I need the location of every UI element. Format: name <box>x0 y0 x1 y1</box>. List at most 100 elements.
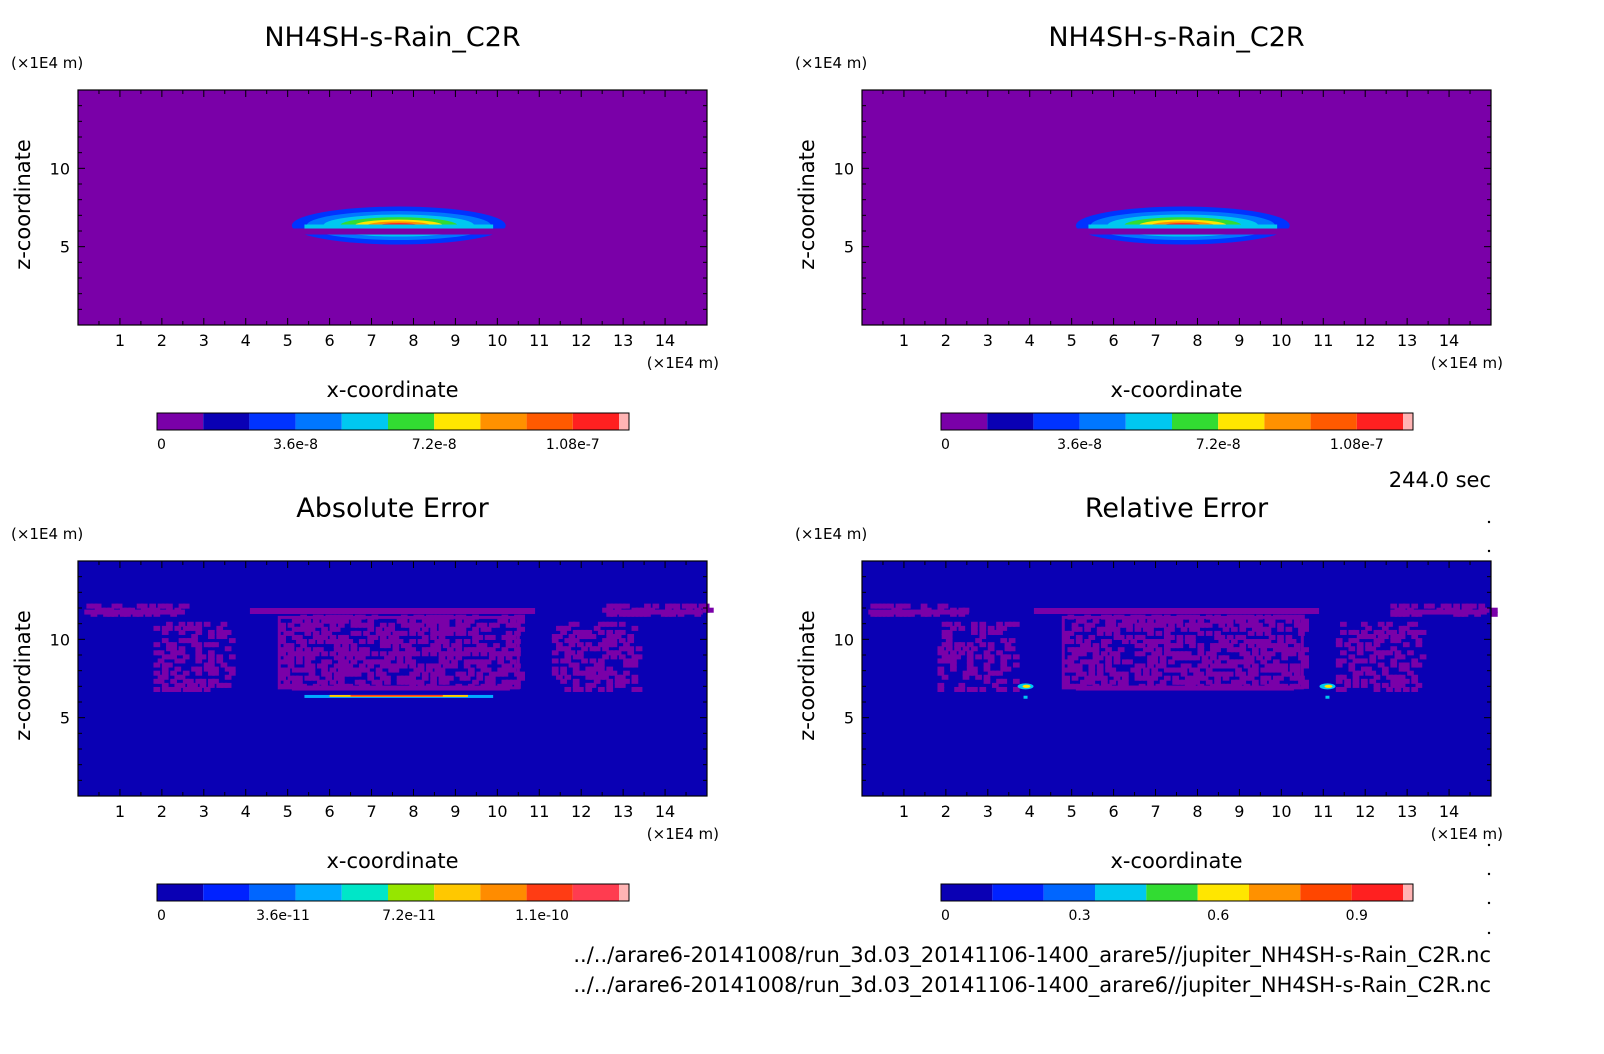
error-speckle <box>337 622 345 628</box>
error-speckle <box>1226 614 1234 620</box>
error-speckle <box>593 662 601 668</box>
error-speckle <box>1184 663 1192 669</box>
rain-base-mask <box>287 228 515 235</box>
error-speckle <box>417 614 425 620</box>
error-speckle <box>1390 662 1398 668</box>
error-speckle <box>610 638 618 644</box>
error-speckle <box>1071 647 1079 653</box>
error-speckle <box>350 618 358 624</box>
error-speckle <box>1218 671 1226 677</box>
error-speckle <box>991 629 999 635</box>
error-speckle <box>1470 603 1477 609</box>
error-speckle <box>1105 655 1112 661</box>
error-speckle <box>405 675 412 681</box>
error-speckle <box>1159 679 1167 685</box>
error-speckle <box>1381 666 1389 672</box>
error-speckle <box>966 666 974 672</box>
error-speckle <box>396 655 404 661</box>
error-speckle <box>367 639 375 645</box>
error-speckle <box>312 675 320 681</box>
error-speckle <box>329 639 337 645</box>
error-speckle <box>216 658 224 664</box>
error-speckle <box>954 621 961 627</box>
error-speckle <box>1096 626 1104 632</box>
error-speckle <box>1356 646 1364 652</box>
error-speckle <box>593 666 601 672</box>
file-path: ../../arare6-20141008/run_3d.03_20141106… <box>573 943 1491 968</box>
error-speckle <box>421 675 429 681</box>
error-speckle <box>1180 626 1188 632</box>
error-speckle <box>1067 647 1075 653</box>
error-speckle <box>417 622 425 628</box>
error-speckle <box>472 679 479 685</box>
error-speckle <box>1402 686 1410 692</box>
x-tick-label: 12 <box>1355 331 1375 350</box>
error-speckle <box>182 625 190 631</box>
error-speckle <box>182 670 190 676</box>
error-speckle <box>1478 603 1486 609</box>
error-speckle <box>442 663 450 669</box>
error-speckle <box>1096 663 1104 669</box>
error-speckle <box>1285 639 1293 645</box>
colorbar-swatch <box>1310 413 1357 430</box>
error-speckle <box>178 646 186 652</box>
error-speckle <box>572 670 580 676</box>
error-speckle <box>371 659 379 665</box>
error-speckle <box>174 658 182 664</box>
error-speckle <box>1105 667 1112 673</box>
error-speckle <box>1092 655 1100 661</box>
error-speckle <box>325 630 333 636</box>
error-speckle <box>1084 647 1091 653</box>
error-speckle <box>618 674 626 680</box>
error-speckle <box>1348 654 1356 660</box>
error-speckle <box>358 663 366 669</box>
error-speckle <box>317 679 324 685</box>
error-speckle <box>585 642 593 648</box>
error-speckle <box>1147 655 1154 661</box>
error-speckle <box>409 647 416 653</box>
error-speckle <box>447 655 454 661</box>
colorbar-swatch <box>1172 413 1219 430</box>
error-speckle <box>463 651 471 657</box>
error-speckle <box>304 675 312 681</box>
error-speckle <box>1180 671 1188 677</box>
error-speckle <box>145 607 152 613</box>
error-speckle <box>589 658 597 664</box>
error-speckle <box>1201 659 1209 665</box>
error-speckle <box>182 654 190 660</box>
error-speckle <box>627 658 635 664</box>
error-speckle <box>1168 643 1175 649</box>
error-speckle <box>476 622 484 628</box>
error-speckle <box>1239 659 1247 665</box>
colorbar-swatch <box>1125 413 1172 430</box>
error-speckle <box>635 611 643 617</box>
error-speckle <box>333 675 341 681</box>
error-speckle <box>136 611 144 617</box>
y-tick-label: 10 <box>834 630 854 649</box>
error-speckle <box>1180 667 1188 673</box>
x-tick-label: 5 <box>283 331 293 350</box>
error-speckle <box>945 658 953 664</box>
error-speckle <box>501 667 509 673</box>
error-speckle <box>400 675 408 681</box>
error-speckle <box>1163 647 1171 653</box>
error-speckle <box>279 626 286 632</box>
error-speckle <box>1218 655 1226 661</box>
error-speckle <box>509 643 517 649</box>
error-speckle <box>157 603 165 609</box>
error-speckle <box>1096 675 1104 681</box>
error-speckle <box>551 638 559 644</box>
error-speckle <box>665 607 672 613</box>
error-speckle <box>1335 686 1343 692</box>
error-speckle <box>1352 658 1360 664</box>
error-speckle <box>589 670 597 676</box>
error-speckle <box>556 674 563 680</box>
error-speckle <box>207 634 215 640</box>
rel-error-core-0 <box>1022 684 1031 688</box>
error-speckle <box>400 614 408 620</box>
error-speckle <box>1394 674 1402 680</box>
x-tick-label: 2 <box>157 331 167 350</box>
error-speckle <box>1142 667 1150 673</box>
error-speckle <box>1210 655 1217 661</box>
error-speckle <box>1226 671 1234 677</box>
